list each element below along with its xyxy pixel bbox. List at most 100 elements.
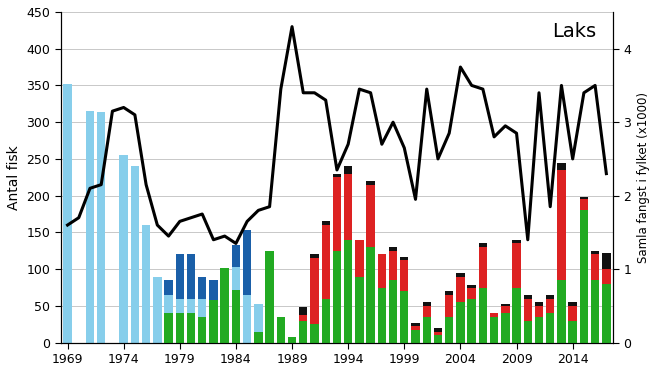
Bar [400, 257, 409, 260]
Bar [209, 300, 217, 343]
Bar [310, 258, 319, 324]
Bar [591, 251, 599, 254]
Bar [198, 298, 206, 343]
Bar [400, 291, 409, 343]
Text: Laks: Laks [553, 22, 597, 41]
Bar [389, 247, 397, 251]
Bar [310, 324, 319, 343]
Bar [332, 251, 341, 343]
Bar [524, 320, 532, 343]
Bar [456, 273, 464, 276]
Bar [254, 332, 263, 343]
Bar [524, 295, 532, 298]
Bar [467, 288, 476, 298]
Bar [479, 244, 487, 247]
Bar [591, 280, 599, 343]
Bar [187, 298, 195, 343]
Bar [501, 304, 510, 306]
Bar [467, 298, 476, 343]
Bar [277, 317, 285, 343]
Bar [400, 260, 409, 291]
Bar [546, 313, 555, 343]
Bar [209, 313, 217, 343]
Bar [175, 254, 184, 298]
Bar [411, 326, 420, 330]
Bar [86, 111, 94, 343]
Bar [602, 253, 610, 269]
Bar [602, 269, 610, 284]
Bar [332, 173, 341, 177]
Bar [422, 302, 431, 306]
Bar [411, 330, 420, 343]
Bar [187, 254, 195, 298]
Bar [422, 317, 431, 343]
Bar [321, 298, 330, 343]
Bar [187, 313, 195, 343]
Bar [512, 288, 521, 343]
Bar [344, 173, 352, 240]
Bar [445, 291, 453, 295]
Bar [568, 320, 577, 343]
Bar [479, 288, 487, 343]
Bar [434, 332, 442, 335]
Bar [479, 247, 487, 288]
Bar [367, 181, 375, 185]
Bar [535, 317, 543, 343]
Bar [120, 155, 128, 343]
Bar [277, 326, 285, 337]
Bar [557, 280, 566, 343]
Bar [164, 295, 173, 343]
Bar [198, 317, 206, 343]
Bar [434, 335, 442, 343]
Bar [445, 317, 453, 343]
Bar [456, 276, 464, 302]
Bar [344, 240, 352, 343]
Bar [467, 285, 476, 288]
Bar [535, 306, 543, 317]
Bar [524, 298, 532, 320]
Bar [321, 222, 330, 225]
Bar [546, 295, 555, 298]
Bar [299, 320, 307, 343]
Bar [378, 254, 386, 288]
Bar [411, 323, 420, 326]
Bar [131, 166, 139, 343]
Bar [142, 225, 150, 343]
Bar [265, 276, 274, 343]
Bar [243, 295, 252, 343]
Bar [367, 185, 375, 247]
Bar [232, 290, 240, 343]
Bar [310, 254, 319, 258]
Bar [579, 210, 588, 343]
Bar [277, 337, 285, 343]
Bar [232, 267, 240, 343]
Bar [422, 306, 431, 317]
Bar [209, 280, 217, 313]
Bar [97, 112, 105, 343]
Bar [512, 240, 521, 244]
Bar [389, 251, 397, 280]
Bar [265, 251, 274, 343]
Bar [198, 276, 206, 298]
Bar [299, 307, 307, 315]
Bar [175, 298, 184, 343]
Bar [332, 177, 341, 251]
Bar [254, 304, 263, 343]
Bar [579, 199, 588, 210]
Bar [355, 240, 363, 276]
Bar [221, 268, 229, 343]
Bar [512, 244, 521, 288]
Bar [445, 295, 453, 317]
Bar [490, 313, 498, 317]
Bar [535, 302, 543, 306]
Bar [221, 269, 229, 343]
Bar [389, 280, 397, 343]
Bar [164, 313, 173, 343]
Bar [367, 247, 375, 343]
Bar [355, 276, 363, 343]
Bar [232, 245, 240, 267]
Bar [153, 276, 162, 343]
Bar [591, 254, 599, 280]
Bar [175, 313, 184, 343]
Bar [456, 302, 464, 343]
